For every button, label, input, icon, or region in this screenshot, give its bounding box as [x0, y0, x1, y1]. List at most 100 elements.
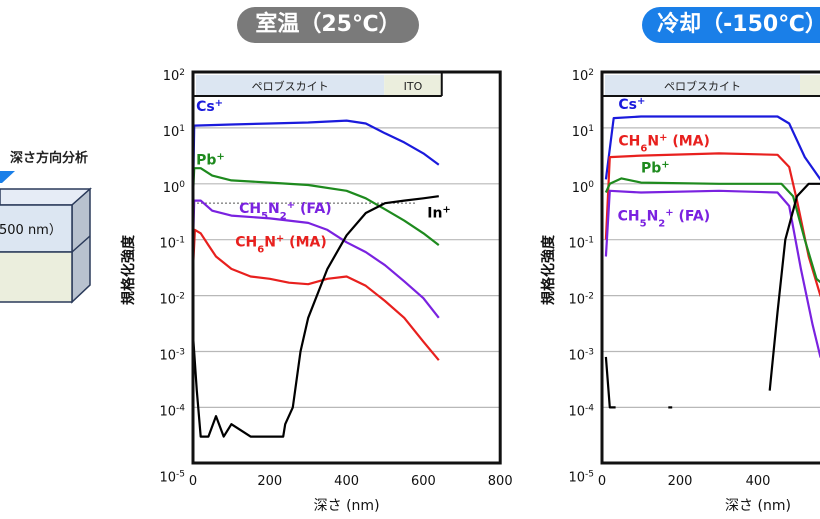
- tick-base: 10: [568, 404, 585, 419]
- label-text: CH: [618, 134, 640, 150]
- x-tick-label: 400: [746, 474, 771, 489]
- tick-exponent: -5: [176, 469, 185, 479]
- series-line-ch6n-ma-: [193, 228, 440, 361]
- tick-exponent: 2: [179, 68, 185, 78]
- y-tick-label: 10-3: [159, 348, 185, 364]
- tick-base: 10: [568, 293, 585, 308]
- tick-base: 10: [568, 470, 585, 485]
- series-label: Pb+: [196, 151, 225, 169]
- x-tick-label: 400: [334, 474, 359, 489]
- perovskite-layer: [0, 204, 73, 253]
- y-tick-label: 101: [163, 124, 185, 140]
- y-tick-label: 102: [572, 68, 594, 84]
- subscript: 6: [257, 244, 264, 255]
- label-text: In: [427, 205, 442, 221]
- y-tick-label: 100: [572, 180, 595, 196]
- label-text: Pb: [196, 153, 216, 169]
- tick-exponent: 1: [588, 124, 594, 134]
- tick-base: 10: [568, 349, 585, 364]
- y-tick-label: 101: [572, 124, 594, 140]
- subscript: 5: [261, 211, 268, 222]
- series-line-in-: [193, 195, 439, 438]
- tick-base: 10: [159, 470, 176, 485]
- y-tick-label: 10-5: [568, 469, 594, 485]
- x-axis-label: 深さ (nm): [314, 498, 380, 514]
- label-text: N: [264, 235, 276, 251]
- label-text: Cs: [618, 97, 637, 113]
- analysis-arrow-icon: [0, 171, 15, 183]
- layer-region: [196, 75, 385, 96]
- series-line-ch5n2-fa-: [193, 199, 440, 319]
- x-tick-label: 800: [488, 474, 513, 489]
- y-tick-label: 10-2: [568, 292, 594, 308]
- y-tick-label: 10-2: [159, 292, 185, 308]
- x-tick-label: 200: [668, 474, 693, 489]
- superscript: +: [659, 132, 667, 143]
- y-axis-label: 規格化強度: [540, 234, 557, 305]
- series-line-pb-: [193, 167, 440, 246]
- tick-exponent: 1: [179, 124, 185, 134]
- label-text: N: [647, 134, 659, 150]
- tick-exponent: 0: [588, 180, 594, 190]
- tick-exponent: -4: [176, 403, 185, 413]
- superscript: +: [637, 95, 645, 106]
- tick-base: 10: [159, 349, 176, 364]
- y-axis-label: 規格化強度: [120, 234, 137, 305]
- region-label: ペロブスカイト: [664, 79, 741, 93]
- label-text: (MA): [284, 235, 326, 251]
- x-axis-label: 深さ (nm): [725, 498, 791, 514]
- y-tick-label: 10-1: [159, 236, 185, 252]
- series-line-in-: [768, 182, 820, 391]
- tick-base: 10: [572, 181, 589, 196]
- sample-diagram: 深さ方向分析 （500 nm）: [0, 150, 92, 304]
- layer-region: [605, 75, 800, 96]
- series-line-in-: [604, 356, 616, 409]
- ito-layer: [0, 251, 73, 303]
- y-tick-label: 10-4: [568, 403, 594, 419]
- series-line-cs-: [193, 119, 440, 201]
- series-line-pb-: [604, 177, 820, 284]
- series-label: CH6N+ (MA): [618, 132, 710, 154]
- superscript: +: [661, 159, 669, 170]
- label-text: CH: [235, 235, 257, 251]
- tick-exponent: 0: [179, 180, 185, 190]
- region-label: ITO: [404, 80, 423, 93]
- series-label: CH5N2+ (FA): [239, 200, 332, 222]
- y-tick-label: 10-5: [159, 469, 185, 485]
- layer-thickness-label: （500 nm）: [0, 223, 62, 238]
- y-tick-label: 10-3: [568, 348, 594, 364]
- x-tick-label: 600: [411, 474, 436, 489]
- subscript: 5: [640, 218, 647, 229]
- label-text: CH: [239, 201, 261, 217]
- series-label: In+: [427, 204, 451, 222]
- tick-base: 10: [572, 69, 589, 84]
- tick-exponent: -1: [585, 236, 594, 246]
- region-label: ペロブスカイト: [252, 79, 329, 93]
- tick-base: 10: [163, 69, 180, 84]
- superscript: +: [215, 98, 223, 109]
- y-tick-label: 10-4: [159, 403, 185, 419]
- label-text: Pb: [641, 160, 661, 176]
- tick-base: 10: [159, 404, 176, 419]
- label-text: Cs: [196, 99, 215, 115]
- series-label: Cs+: [618, 95, 645, 113]
- series-label: Pb+: [641, 159, 670, 177]
- diagram-title: 深さ方向分析: [10, 150, 88, 166]
- y-tick-label: 10-1: [568, 236, 594, 252]
- series-label: CH5N2+ (FA): [618, 207, 711, 229]
- y-tick-label: 102: [163, 68, 185, 84]
- layer-region: [800, 75, 820, 96]
- superscript: +: [665, 207, 673, 218]
- series-label: CH6N+ (MA): [235, 233, 327, 255]
- label-text: CH: [618, 209, 640, 225]
- x-tick-label: 0: [598, 474, 606, 489]
- box-side-face: [71, 187, 91, 304]
- series-line-ch5n2-fa-: [604, 189, 820, 359]
- label-text: N: [647, 209, 659, 225]
- x-tick-label: 0: [189, 474, 197, 489]
- subscript: 2: [658, 218, 665, 229]
- subscript: 6: [640, 143, 647, 154]
- superscript: +: [442, 204, 450, 215]
